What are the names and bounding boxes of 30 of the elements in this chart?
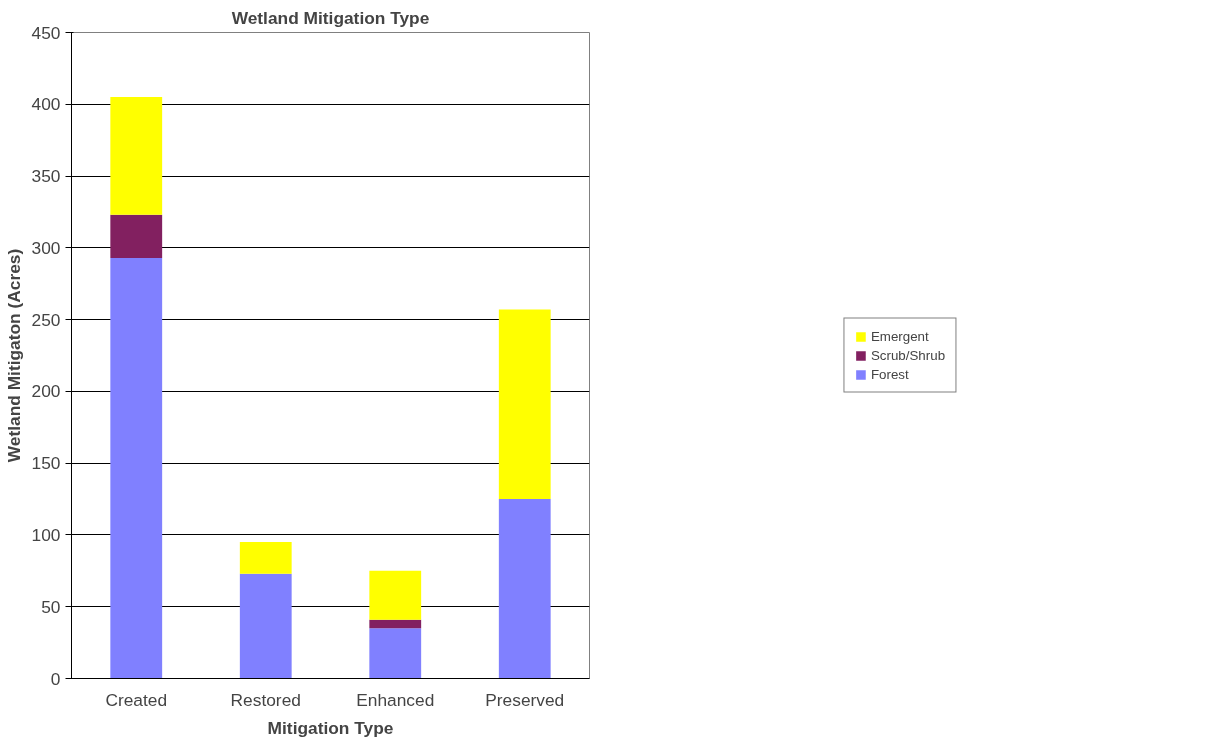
y-tick-label: 250 [31, 309, 61, 330]
legend-label: Emergent [870, 328, 929, 344]
bar [369, 570, 422, 620]
y-tick-label: 200 [31, 381, 61, 402]
bar [369, 628, 422, 679]
bar [110, 97, 163, 215]
x-tick-label: Enhanced [356, 689, 435, 710]
y-tick-label: 50 [41, 596, 61, 617]
bar [239, 573, 292, 679]
y-tick-label: 300 [31, 237, 61, 258]
y-tick-label: 100 [31, 524, 61, 545]
x-tick-label: Restored [230, 689, 301, 710]
bar [498, 499, 551, 679]
bar [110, 214, 163, 258]
y-tick-label: 0 [50, 668, 61, 689]
x-axis-title: Mitigation Type [267, 717, 394, 738]
y-axis-title: Wetland Mitigaton (Acres) [3, 248, 24, 463]
bar [369, 619, 422, 629]
y-tick-label: 400 [31, 94, 61, 115]
y-tick-label: 450 [31, 22, 61, 43]
chart-title: Wetland Mitigation Type [231, 7, 430, 28]
legend-label: Scrub/Shrub [870, 347, 946, 363]
y-tick-label: 350 [31, 166, 61, 187]
x-tick-label: Preserved [485, 689, 565, 710]
x-tick-label: Created [105, 689, 168, 710]
bar [110, 257, 163, 679]
bar [498, 309, 551, 500]
legend-label: Forest [870, 366, 909, 382]
y-tick-label: 150 [31, 453, 61, 474]
bar [239, 542, 292, 574]
